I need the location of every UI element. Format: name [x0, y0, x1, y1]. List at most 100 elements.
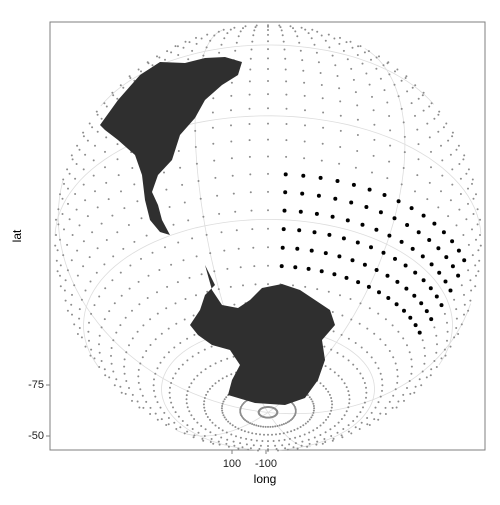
grid-point: [149, 318, 152, 321]
grid-point: [446, 321, 448, 324]
grid-point: [301, 440, 304, 443]
grid-point: [296, 427, 299, 430]
grid-point: [255, 439, 258, 442]
grid-point: [129, 264, 132, 267]
grid-point: [388, 160, 391, 163]
grid-point: [414, 385, 417, 388]
grid-point: [202, 439, 205, 442]
grid-point: [310, 398, 313, 401]
grid-point: [451, 131, 454, 134]
grid-point: [467, 243, 470, 246]
grid-point: [365, 72, 368, 75]
grid-point: [82, 183, 85, 186]
grid-point: [347, 406, 350, 409]
grid-point: [356, 367, 359, 370]
grid-point: [107, 198, 110, 201]
grid-point: [71, 158, 74, 161]
highlight-point: [283, 190, 288, 195]
grid-point: [347, 424, 350, 427]
grid-point: [112, 370, 115, 373]
grid-point: [455, 327, 458, 329]
grid-point: [225, 418, 228, 421]
grid-point: [424, 354, 426, 357]
grid-point: [64, 279, 67, 282]
grid-point: [111, 279, 114, 282]
grid-point: [68, 172, 71, 175]
grid-point: [299, 435, 301, 438]
grid-point: [172, 223, 175, 226]
grid-point: [358, 322, 361, 325]
grid-point: [304, 109, 306, 112]
grid-point: [285, 80, 288, 83]
grid-point: [251, 40, 254, 43]
grid-point: [202, 215, 205, 218]
grid-point: [304, 422, 307, 425]
grid-point: [269, 425, 272, 428]
grid-point: [340, 378, 343, 381]
grid-point: [408, 351, 411, 354]
graticule-line: [176, 412, 269, 437]
grid-point: [359, 411, 362, 414]
grid-point: [165, 307, 168, 310]
grid-point: [186, 390, 189, 393]
grid-point: [467, 168, 470, 171]
grid-point: [267, 57, 269, 60]
grid-point: [421, 339, 424, 342]
grid-point: [61, 197, 64, 200]
highlight-point: [402, 308, 406, 313]
grid-point: [73, 284, 76, 287]
grid-point: [95, 110, 98, 113]
grid-point: [233, 444, 236, 447]
grid-point: [54, 244, 57, 247]
grid-point: [230, 94, 233, 97]
grid-point: [73, 323, 76, 326]
grid-point: [275, 433, 277, 436]
grid-point: [299, 49, 302, 52]
grid-point: [406, 344, 408, 347]
highlight-point: [333, 196, 338, 201]
highlight-point: [283, 172, 288, 177]
grid-point: [90, 312, 93, 315]
grid-point: [267, 80, 269, 82]
grid-point: [76, 144, 79, 147]
grid-point: [366, 351, 369, 354]
grid-point: [428, 136, 431, 139]
grid-point: [142, 406, 145, 409]
grid-point: [78, 327, 81, 329]
grid-point: [460, 284, 463, 287]
grid-point: [91, 231, 94, 234]
grid-point: [360, 346, 363, 349]
grid-point: [204, 428, 207, 431]
grid-point: [296, 35, 299, 38]
grid-point: [257, 449, 259, 452]
grid-point: [303, 433, 306, 436]
grid-point: [377, 418, 380, 421]
highlight-point: [280, 245, 285, 250]
grid-point: [459, 177, 462, 180]
grid-point: [139, 362, 142, 365]
grid-point: [211, 126, 214, 129]
grid-point: [308, 418, 311, 421]
grid-point: [230, 373, 233, 376]
grid-point: [205, 393, 208, 396]
grid-point: [409, 392, 412, 395]
grid-point: [322, 385, 325, 387]
grid-point: [280, 423, 283, 426]
grid-point: [245, 437, 248, 440]
grid-point: [84, 153, 87, 156]
grid-point: [417, 97, 420, 100]
grid-point: [451, 168, 454, 171]
highlight-point: [416, 230, 421, 235]
grid-point: [333, 37, 336, 40]
highlight-point: [335, 179, 340, 183]
grid-point: [403, 399, 405, 402]
grid-point: [202, 54, 205, 57]
grid-point: [474, 264, 477, 267]
grid-point: [96, 247, 99, 250]
grid-point: [349, 40, 352, 43]
grid-point: [214, 424, 217, 427]
grid-point: [303, 140, 306, 143]
grid-point: [156, 367, 159, 370]
grid-point: [184, 40, 187, 43]
grid-point: [447, 139, 450, 142]
